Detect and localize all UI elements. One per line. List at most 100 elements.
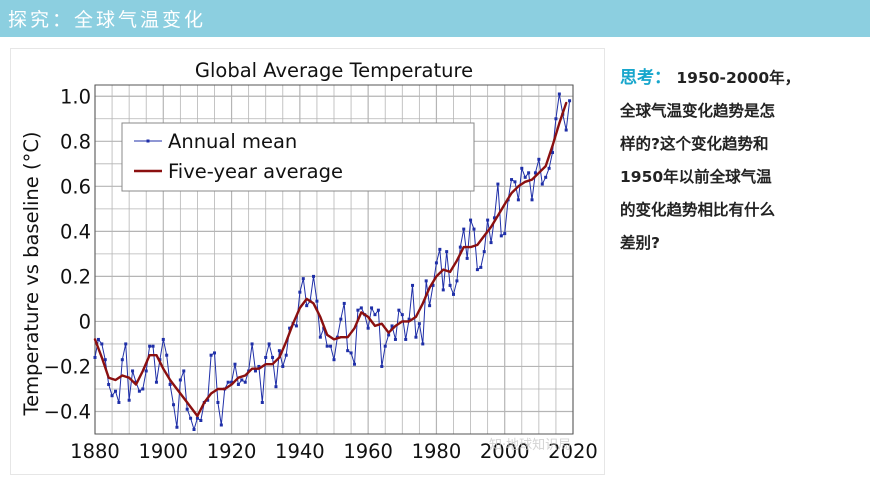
series-annual-mean-line xyxy=(94,93,571,430)
temperature-chart: Global Average Temperature 1880 1900 1920 19… xyxy=(10,48,605,475)
watermark-text: 知·地球知识局 xyxy=(489,437,571,453)
x-tick-label: 1980 xyxy=(412,440,462,463)
annual-mean-point xyxy=(325,344,329,348)
annual-mean-point xyxy=(120,358,124,362)
annual-mean-point xyxy=(349,351,353,355)
annual-mean-point xyxy=(137,389,141,393)
annual-mean-point xyxy=(199,418,203,422)
annual-mean-point xyxy=(243,380,247,384)
annual-mean-point xyxy=(469,218,473,222)
annual-mean-point xyxy=(499,234,503,238)
annual-mean-point xyxy=(315,299,319,303)
annual-mean-point xyxy=(148,344,152,348)
annual-mean-point xyxy=(141,387,145,391)
annual-mean-point xyxy=(387,333,391,337)
annual-mean-point xyxy=(554,117,558,121)
annual-mean-point xyxy=(417,322,421,326)
annual-mean-point xyxy=(462,227,466,231)
annual-mean-point xyxy=(475,268,479,272)
annual-mean-point xyxy=(312,274,316,278)
annual-mean-point xyxy=(458,245,462,249)
legend-five-year-label: Five-year average xyxy=(168,160,343,183)
annual-mean-point xyxy=(551,151,555,155)
x-tick-label: 1940 xyxy=(275,440,325,463)
question-line-4: 1950年以前全球气温 xyxy=(620,168,772,186)
page-title: 探究：全球气温变化 xyxy=(8,9,207,31)
annual-mean-point xyxy=(404,337,408,341)
chart-title: Global Average Temperature xyxy=(195,59,473,82)
x-tick-label: 1960 xyxy=(343,440,393,463)
annual-mean-point xyxy=(144,369,148,373)
annual-mean-point xyxy=(277,349,281,353)
x-tick-label: 2000 xyxy=(480,440,530,463)
annual-mean-point xyxy=(253,369,257,373)
annual-mean-point xyxy=(294,324,298,328)
annual-mean-point xyxy=(175,425,179,429)
chart-svg: Global Average Temperature 1880 1900 1920 19… xyxy=(20,59,598,463)
annual-mean-point xyxy=(213,351,216,355)
annual-mean-point xyxy=(216,400,220,404)
annual-mean-point xyxy=(373,313,377,317)
x-tick-label: 2020 xyxy=(548,440,598,463)
y-tick-label: 0.6 xyxy=(60,175,91,198)
annual-mean-point xyxy=(568,99,572,103)
y-tick-label: 0 xyxy=(79,310,91,333)
annual-mean-point xyxy=(274,385,278,389)
annual-mean-point xyxy=(257,364,261,368)
annual-mean-point xyxy=(103,358,107,362)
annual-mean-point xyxy=(281,364,285,368)
question-line-6: 差别? xyxy=(620,234,660,252)
plot-frame xyxy=(94,84,574,435)
annual-mean-point xyxy=(411,283,415,287)
annual-mean-point xyxy=(434,261,438,265)
annual-mean-point xyxy=(523,175,527,179)
annual-mean-point xyxy=(284,353,288,357)
x-tick-label: 1900 xyxy=(138,440,188,463)
annual-mean-point xyxy=(455,279,459,283)
annual-mean-point xyxy=(192,427,196,431)
annual-mean-point xyxy=(544,175,548,179)
annual-mean-point xyxy=(414,335,418,339)
annual-mean-point xyxy=(527,171,531,175)
annual-mean-point xyxy=(301,277,305,281)
annual-mean-point xyxy=(376,308,380,312)
legend-annual-mean-marker xyxy=(146,139,150,143)
annual-mean-point xyxy=(151,344,155,348)
annual-mean-point xyxy=(342,301,346,305)
annual-mean-point xyxy=(516,198,520,202)
annual-mean-point xyxy=(393,337,397,341)
x-tick-label: 1920 xyxy=(207,440,257,463)
annual-mean-point xyxy=(452,292,455,296)
header-bar: 探究：全球气温变化 xyxy=(0,0,870,37)
annual-mean-point xyxy=(557,92,561,96)
annual-mean-point xyxy=(226,380,230,384)
annual-mean-point xyxy=(107,382,111,386)
annual-mean-point xyxy=(165,353,169,357)
annual-mean-point xyxy=(530,198,534,202)
annual-mean-point xyxy=(370,306,374,310)
annual-mean-point xyxy=(195,416,199,420)
annual-mean-point xyxy=(236,382,240,386)
annual-mean-point xyxy=(537,157,541,161)
annual-mean-point xyxy=(366,326,370,330)
y-tick-label: −0.2 xyxy=(44,355,91,378)
annual-mean-point xyxy=(185,407,189,411)
annual-mean-point xyxy=(400,313,404,317)
annual-mean-point xyxy=(100,342,104,346)
legend-box xyxy=(121,122,475,192)
annual-mean-point xyxy=(110,394,114,398)
series-five-year-average-line xyxy=(93,101,568,418)
annual-mean-point xyxy=(240,378,244,382)
annual-mean-point xyxy=(96,337,100,341)
annual-mean-point xyxy=(564,128,568,132)
y-tick-label: 1.0 xyxy=(60,85,91,108)
x-tick-label: 1880 xyxy=(70,440,120,463)
annual-mean-point xyxy=(465,256,469,260)
annual-mean-point xyxy=(445,250,449,254)
annual-mean-point xyxy=(407,317,411,321)
annual-mean-point xyxy=(492,216,496,220)
y-tick-label: −0.4 xyxy=(44,400,91,423)
annual-mean-point xyxy=(472,227,476,231)
annual-mean-point xyxy=(332,358,336,362)
annual-mean-point xyxy=(182,369,186,373)
